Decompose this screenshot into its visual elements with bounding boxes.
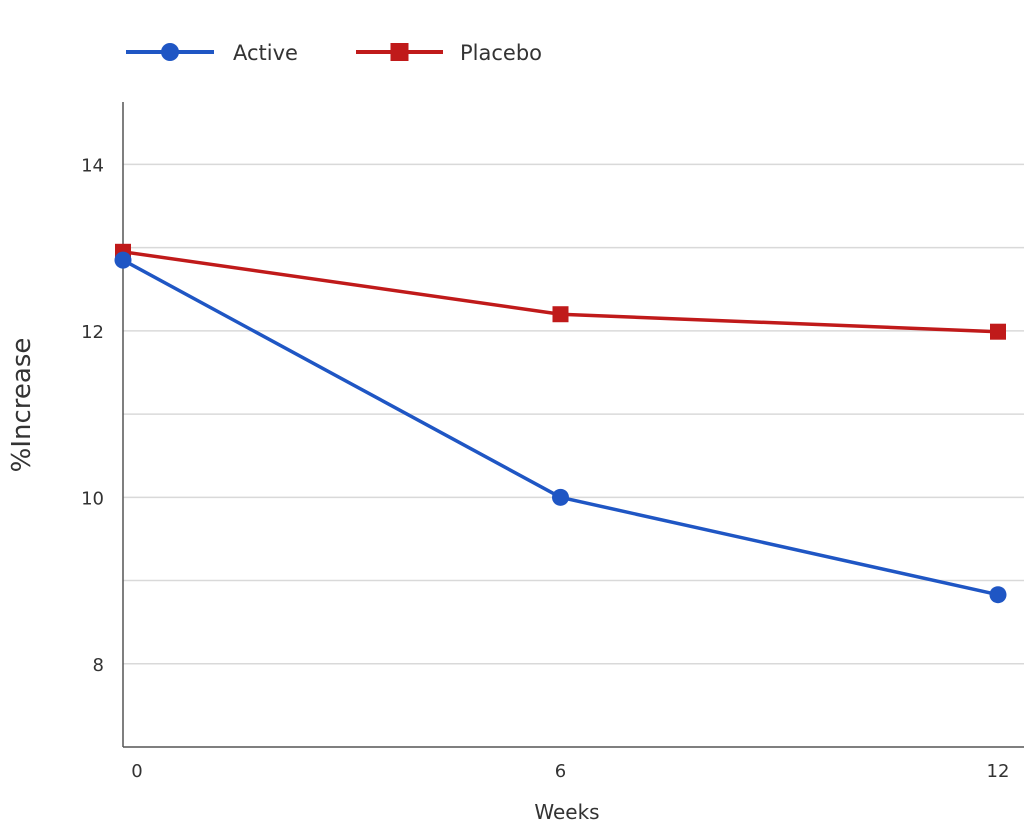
gridlines [123,163,1024,665]
series-active [114,251,1007,604]
legend: Active Placebo [126,41,542,65]
x-tick-label: 6 [555,761,566,782]
axes [122,102,1024,748]
y-tick-label: 12 [81,322,104,343]
x-tick-labels: 0 6 12 [131,761,1009,782]
data-point-placebo [990,323,1006,340]
y-axis-title: %Increase [7,338,37,473]
y-tick-label: 14 [81,155,104,176]
y-tick-label: 8 [93,655,104,676]
data-point-active [552,488,569,506]
data-point-active [114,251,132,269]
series-group [114,243,1007,604]
legend-circle-marker [161,43,179,61]
y-tick-label: 10 [81,488,104,509]
data-point-placebo [552,306,569,323]
x-axis-title: Weeks [534,800,599,824]
legend-label: Placebo [460,41,542,65]
data-point-active [989,586,1007,604]
legend-label: Active [233,41,298,65]
legend-square-marker [390,43,409,61]
y-tick-labels: 8 10 12 14 [81,155,104,675]
x-tick-label: 12 [987,761,1010,782]
legend-item-placebo: Placebo [356,41,542,65]
x-tick-label: 0 [131,761,142,782]
series-placebo [115,243,1006,340]
legend-item-active: Active [126,41,298,65]
